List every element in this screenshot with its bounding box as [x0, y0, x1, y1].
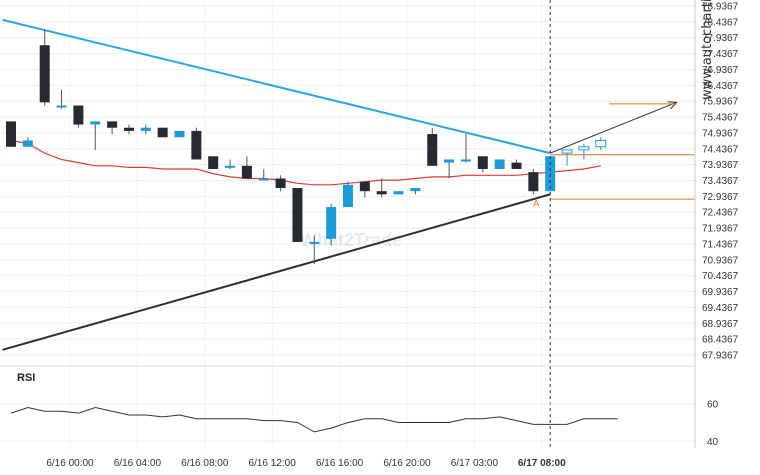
time-tick-label: 6/17 08:00	[518, 458, 566, 469]
price-tick-label: 78.9367	[702, 2, 739, 13]
price-tick-label: 67.9367	[702, 351, 739, 362]
site-watermark: www.autochartist.com	[700, 0, 715, 100]
candle-body	[107, 121, 118, 128]
forecast-candle	[561, 149, 573, 154]
candle-body	[208, 156, 219, 169]
time-tick-label: 6/17 03:00	[451, 458, 499, 469]
price-tick-label: 72.9367	[702, 192, 739, 203]
price-tick-label: 77.9367	[702, 33, 739, 44]
moving-average-line	[10, 139, 601, 186]
time-tick-label: 6/16 00:00	[46, 458, 94, 469]
candle-body	[494, 159, 505, 169]
candle-body	[258, 178, 269, 181]
candle-body	[191, 130, 202, 160]
candlestick-series	[6, 29, 607, 265]
forecast-candle	[595, 139, 607, 148]
price-tick-label: 71.9367	[702, 224, 739, 235]
candle-body	[157, 127, 168, 138]
time-tick-label: 6/16 20:00	[383, 458, 431, 469]
candle-body	[22, 140, 33, 147]
time-tick-label: 6/16 16:00	[316, 458, 364, 469]
projection-line	[550, 101, 677, 154]
price-tick-label: 76.4367	[702, 81, 739, 92]
candle-body	[123, 127, 134, 131]
price-tick-label: 71.4367	[702, 239, 739, 250]
forecast-levels	[550, 103, 695, 200]
candle-body	[545, 156, 556, 192]
time-tick-label: 6/16 04:00	[114, 458, 162, 469]
candle-body	[444, 159, 455, 163]
rsi-line-layer	[10, 406, 618, 433]
pattern-annotation: A	[533, 198, 539, 208]
price-tick-label: 73.9367	[702, 160, 739, 171]
candle-body	[39, 45, 50, 103]
brand-watermark: What2Trade	[300, 230, 402, 250]
price-tick-label: 70.9367	[702, 255, 739, 266]
candle-body	[90, 121, 101, 125]
rsi-panel: RSI 60 40	[0, 365, 719, 448]
price-tick-label: 69.4367	[702, 303, 739, 314]
price-grid	[0, 0, 695, 450]
candle-body	[241, 165, 252, 179]
time-tick-label: 6/16 12:00	[249, 458, 297, 469]
price-tick-label: 74.9367	[702, 128, 739, 139]
price-tick-label: 78.4367	[702, 17, 739, 28]
candle-body	[56, 105, 67, 108]
candle-body	[477, 156, 488, 169]
price-tick-label: 76.9367	[702, 65, 739, 76]
rsi-grid	[0, 403, 695, 442]
candle-body	[376, 191, 387, 195]
price-tick-label: 72.4367	[702, 208, 739, 219]
rsi-label: RSI	[17, 372, 35, 384]
candle-body	[460, 159, 471, 162]
candle-body	[73, 105, 84, 125]
candle-body	[528, 172, 539, 192]
candle-body	[359, 181, 370, 192]
candle-body	[343, 184, 353, 208]
time-tick-label: 6/16 08:00	[181, 458, 229, 469]
price-tick-label: 75.9367	[702, 97, 739, 108]
price-tick-label: 68.9367	[702, 319, 739, 330]
price-tick-label: 69.9367	[702, 287, 739, 298]
candle-body	[427, 134, 438, 166]
rsi-tick-label: 60	[707, 399, 719, 410]
forecast-candle	[578, 146, 590, 151]
candle-body	[140, 127, 151, 131]
price-axis: 78.9367 78.4367 77.9367 77.4367 76.9367 76.43…	[702, 2, 739, 362]
price-tick-label: 68.4367	[702, 335, 739, 346]
time-axis: 6/16 00:00 6/16 04:00 6/16 08:00 6/16 12:00…	[46, 458, 566, 469]
price-tick-label: 74.4367	[702, 144, 739, 155]
upper-trendline	[2, 18, 551, 155]
price-tick-label: 73.4367	[702, 176, 739, 187]
lower-trendline	[2, 193, 551, 351]
candle-body	[292, 188, 303, 242]
candle-body	[275, 178, 286, 189]
candle-body	[174, 130, 185, 138]
moving-average-layer	[10, 139, 601, 186]
price-tick-label: 77.4367	[702, 49, 739, 60]
candle-body	[309, 241, 320, 244]
rsi-axis: 60 40	[707, 399, 719, 448]
candle-body	[326, 207, 337, 239]
candle-body	[410, 188, 421, 192]
price-tick-label: 70.4367	[702, 271, 739, 282]
rsi-tick-label: 40	[707, 437, 719, 448]
candle-body	[6, 121, 16, 147]
trendline-layer	[2, 18, 678, 351]
rsi-line	[10, 406, 618, 433]
price-tick-label: 75.4367	[702, 113, 739, 124]
candle-body	[393, 191, 404, 195]
candle-body	[511, 162, 522, 169]
candle-body	[225, 165, 236, 168]
projection-arrowhead	[667, 101, 678, 110]
